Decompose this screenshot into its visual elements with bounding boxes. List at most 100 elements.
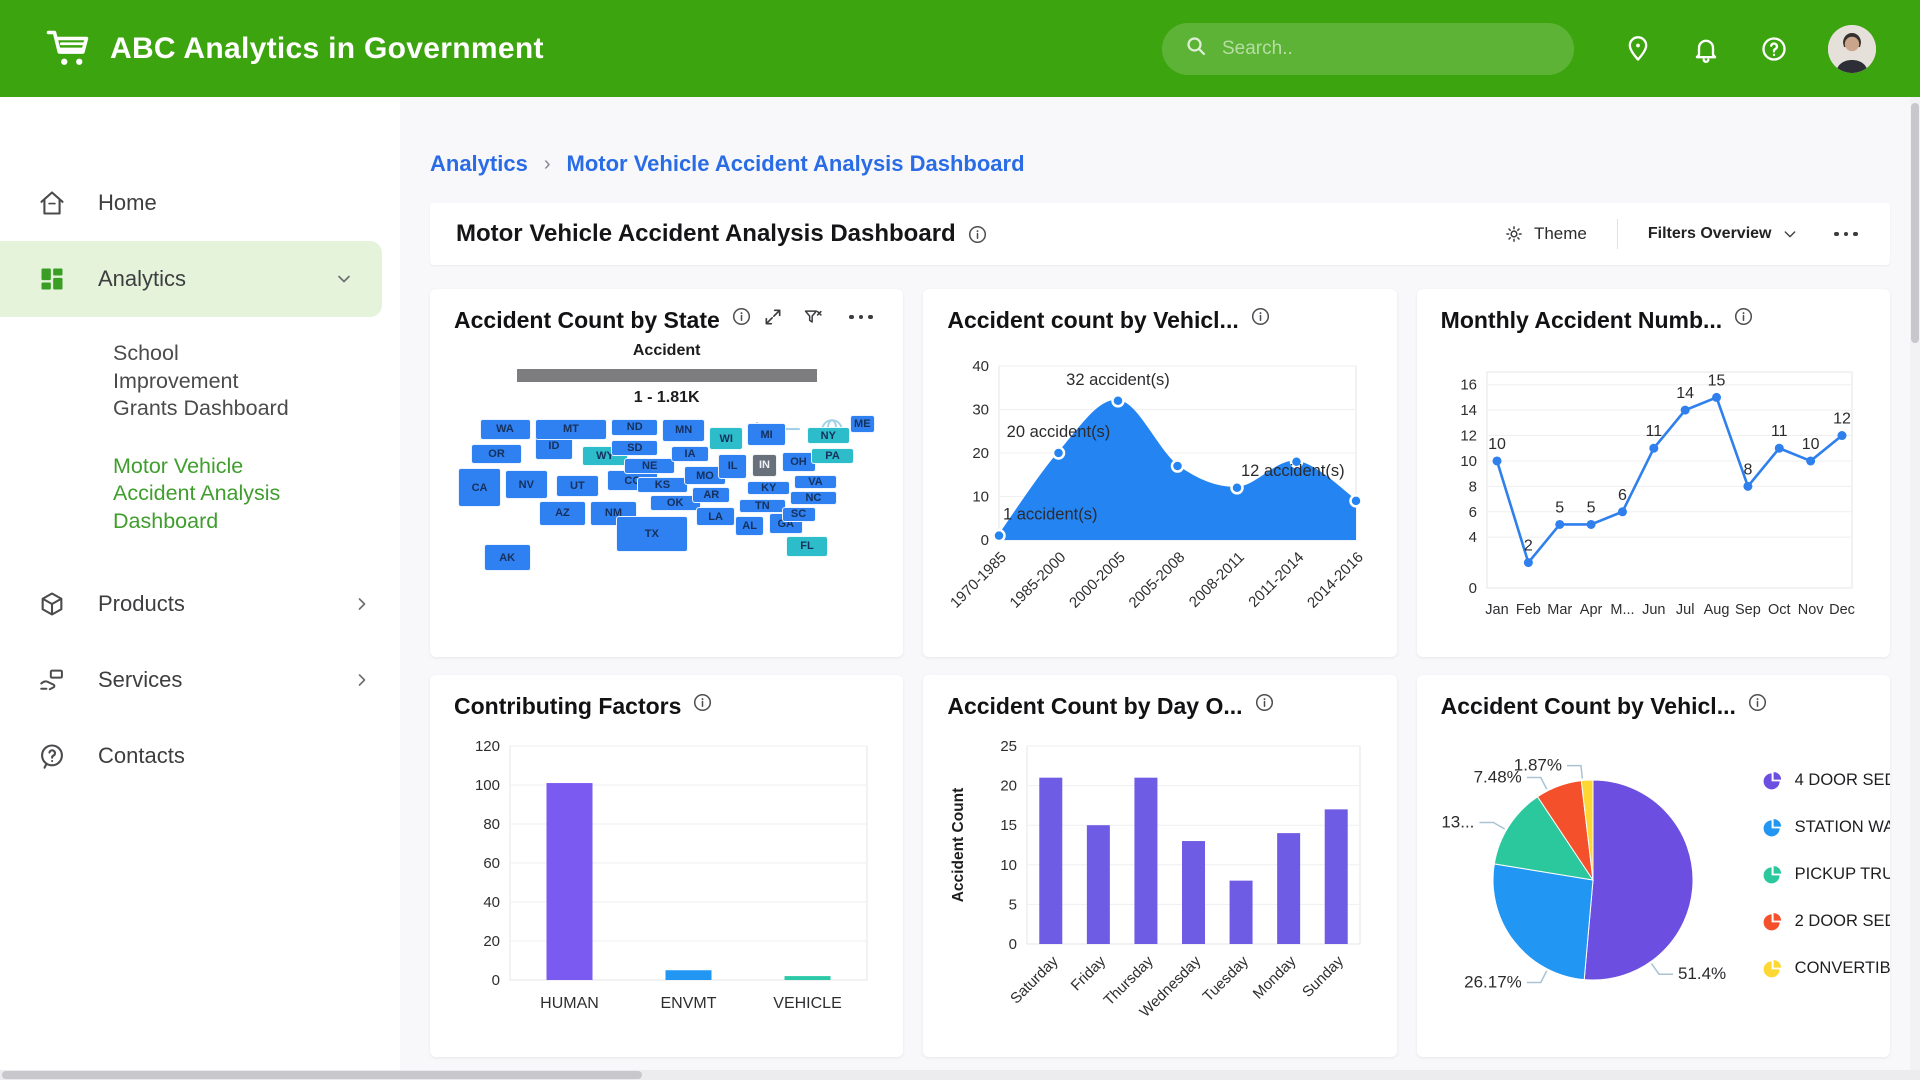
legend-item-label: PICKUP TRU [1794, 864, 1890, 883]
map-state-sd[interactable]: SD [611, 439, 659, 457]
svg-text:Monday: Monday [1250, 952, 1300, 1002]
sidebar-item-analytics[interactable]: Analytics [0, 241, 382, 317]
map-state-nv[interactable]: NV [505, 470, 548, 500]
info-icon[interactable] [693, 693, 712, 712]
map-state-nd[interactable]: ND [611, 419, 659, 436]
more-options-button[interactable] [1828, 228, 1865, 241]
map-state-ak[interactable]: AK [483, 544, 531, 571]
map-state-mo[interactable]: MO [683, 466, 727, 485]
horizontal-scrollbar-thumb[interactable] [2, 1071, 642, 1079]
map-state-az[interactable]: AZ [539, 501, 586, 526]
map-state-al[interactable]: AL [734, 515, 765, 536]
map-state-nc[interactable]: NC [790, 490, 837, 506]
card-title: Accident Count by Vehicl... [1440, 693, 1736, 719]
map-state-ia[interactable]: IA [670, 445, 710, 463]
map-state-ks[interactable]: KS [636, 476, 688, 493]
dashboard-toolbar: Motor Vehicle Accident Analysis Dashboar… [430, 203, 1890, 265]
sidebar-item-home[interactable]: Home [0, 165, 400, 241]
filters-overview-label: Filters Overview [1647, 225, 1772, 242]
brand-logo[interactable]: ABC Analytics in Government [44, 25, 544, 73]
svg-text:5: 5 [1009, 896, 1017, 913]
svg-text:Accident Count: Accident Count [950, 788, 967, 903]
chevron-right-icon [352, 594, 372, 614]
map-state-wy[interactable]: WY [581, 445, 629, 467]
sidebar-item-products[interactable]: Products [0, 566, 400, 642]
info-icon[interactable] [1251, 307, 1270, 326]
map-state-wi[interactable]: WI [709, 427, 744, 450]
info-icon[interactable] [1255, 693, 1274, 712]
info-icon[interactable] [968, 225, 987, 244]
legend-item-pickup-tru[interactable]: PICKUP TRU [1763, 857, 1890, 891]
map-state-ne[interactable]: NE [624, 458, 676, 475]
app-title: ABC Analytics in Government [110, 31, 544, 65]
svg-text:15: 15 [1001, 817, 1018, 834]
map-state-ok[interactable]: OK [649, 495, 701, 512]
svg-text:11: 11 [1645, 423, 1662, 440]
map-state-ut[interactable]: UT [556, 474, 599, 498]
search-bar [1162, 22, 1574, 75]
breadcrumb-analytics[interactable]: Analytics [430, 151, 528, 176]
map-state-il[interactable]: IL [717, 454, 748, 479]
map-state-la[interactable]: LA [696, 507, 735, 526]
svg-text:8: 8 [1743, 461, 1752, 478]
clear-filter-icon[interactable] [803, 307, 823, 327]
legend-item-convertib[interactable]: CONVERTIB [1763, 951, 1890, 985]
filters-overview-button[interactable]: Filters Overview [1648, 225, 1798, 243]
card-title: Contributing Factors [454, 693, 682, 719]
svg-text:Jun: Jun [1642, 602, 1665, 618]
svg-text:15: 15 [1707, 372, 1725, 389]
map-state-mn[interactable]: MN [662, 419, 705, 442]
help-icon[interactable] [1760, 35, 1788, 63]
location-pin-icon[interactable] [1624, 35, 1652, 63]
card-more-options-icon[interactable] [843, 311, 880, 324]
theme-button[interactable]: Theme [1504, 224, 1587, 244]
map-state-ny[interactable]: NY [807, 427, 850, 444]
svg-text:4: 4 [1468, 529, 1476, 546]
svg-text:Jan: Jan [1485, 602, 1508, 618]
map-state-ca[interactable]: CA [458, 468, 501, 508]
pie-legend: 4 DOOR SED STATION WA PICKUP TRU 2 DOOR … [1763, 763, 1890, 998]
map-state-wa[interactable]: WA [479, 419, 531, 440]
card-title: Accident Count by Day O... [947, 693, 1243, 719]
notifications-bell-icon[interactable] [1692, 35, 1720, 63]
map-state-mi[interactable]: MI [747, 423, 786, 446]
map-state-ar[interactable]: AR [692, 486, 731, 504]
breadcrumb-current: Motor Vehicle Accident Analysis Dashboar… [566, 151, 1025, 176]
svg-text:Apr: Apr [1579, 602, 1602, 618]
legend-item-2-door-sed[interactable]: 2 DOOR SED [1763, 904, 1890, 938]
info-icon[interactable] [732, 307, 751, 326]
svg-text:0: 0 [1468, 580, 1476, 597]
map-zoom-out-button[interactable]: − [783, 413, 802, 446]
map-state-me[interactable]: ME [849, 415, 876, 434]
search-input[interactable] [1222, 37, 1552, 60]
svg-text:M...: M... [1610, 602, 1634, 618]
vertical-scrollbar-thumb[interactable] [1911, 103, 1919, 343]
svg-text:Mar: Mar [1547, 602, 1572, 618]
sidebar-item-school-improvement-grants-dashboard[interactable]: School Improvement Grants Dashboard [113, 341, 289, 421]
map-state-fl[interactable]: FL [785, 536, 829, 557]
legend-item-4-door-sed[interactable]: 4 DOOR SED [1763, 763, 1890, 797]
sidebar-item-motor-vehicle-accident-analysis-dashboard[interactable]: Motor Vehicle Accident Analysis Dashboar… [113, 453, 281, 533]
svg-text:Sunday: Sunday [1299, 952, 1347, 1000]
map-state-ky[interactable]: KY [747, 480, 790, 495]
map-state-pa[interactable]: PA [811, 447, 854, 465]
sidebar-item-services[interactable]: Services [0, 642, 400, 718]
expand-icon[interactable] [763, 307, 783, 327]
card-accident-count-by-vehicle-year: Accident count by Vehicl... 0 10 20 30 40 1 a… [923, 289, 1397, 657]
map-state-tn[interactable]: TN [738, 499, 786, 514]
sidebar-item-contacts[interactable]: Contacts [0, 718, 400, 794]
map-state-in[interactable]: IN [751, 454, 778, 477]
info-icon[interactable] [1748, 693, 1767, 712]
map-state-mt[interactable]: MT [534, 419, 608, 440]
toolbar-divider [1616, 219, 1618, 249]
svg-text:2011-2014: 2011-2014 [1246, 549, 1308, 611]
legend-item-station-wa[interactable]: STATION WA [1763, 810, 1890, 844]
map-state-va[interactable]: VA [794, 474, 837, 489]
map-state-oh[interactable]: OH [781, 451, 816, 473]
map-state-tx[interactable]: TX [615, 515, 688, 553]
sidebar-item-label: Home [98, 190, 157, 215]
map-state-or[interactable]: OR [471, 443, 523, 465]
info-icon[interactable] [1734, 307, 1753, 326]
user-avatar[interactable] [1828, 24, 1876, 73]
map-state-sc[interactable]: SC [781, 507, 816, 522]
